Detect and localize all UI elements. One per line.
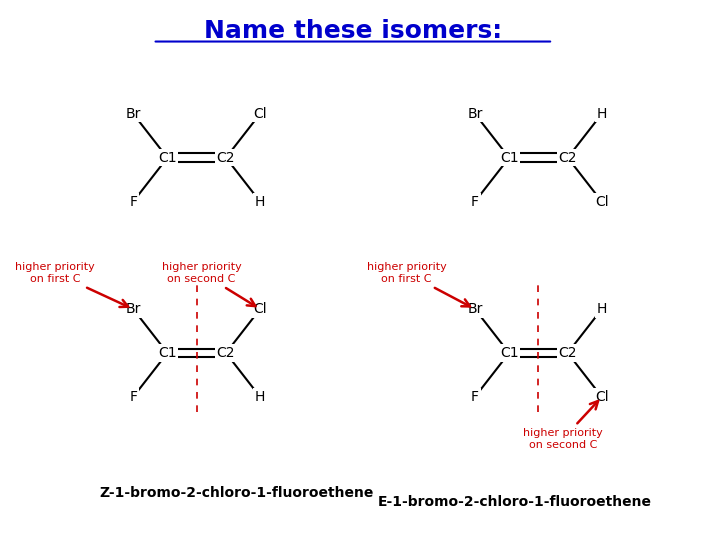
Text: C2: C2 bbox=[217, 346, 235, 360]
Text: C2: C2 bbox=[559, 346, 577, 360]
Text: Br: Br bbox=[467, 107, 482, 121]
Text: C1: C1 bbox=[500, 346, 518, 360]
Text: H: H bbox=[255, 194, 265, 208]
Text: C2: C2 bbox=[217, 151, 235, 165]
Text: Z-1-bromo-2-chloro-1-fluoroethene: Z-1-bromo-2-chloro-1-fluoroethene bbox=[99, 485, 374, 500]
Text: higher priority
on first C: higher priority on first C bbox=[366, 262, 470, 307]
Text: C1: C1 bbox=[500, 151, 518, 165]
Text: higher priority
on first C: higher priority on first C bbox=[15, 262, 128, 307]
Text: E-1-bromo-2-chloro-1-fluoroethene: E-1-bromo-2-chloro-1-fluoroethene bbox=[377, 495, 652, 509]
Text: Cl: Cl bbox=[253, 302, 267, 316]
Text: F: F bbox=[471, 194, 479, 208]
Text: F: F bbox=[129, 194, 138, 208]
Text: C1: C1 bbox=[158, 346, 176, 360]
Text: Cl: Cl bbox=[595, 390, 608, 404]
Text: H: H bbox=[597, 302, 607, 316]
Text: Name these isomers:: Name these isomers: bbox=[204, 19, 502, 43]
Text: C1: C1 bbox=[158, 151, 176, 165]
Text: Br: Br bbox=[125, 107, 141, 121]
Text: F: F bbox=[471, 390, 479, 404]
Text: Cl: Cl bbox=[253, 107, 267, 121]
Text: C2: C2 bbox=[559, 151, 577, 165]
Text: higher priority
on second C: higher priority on second C bbox=[162, 262, 256, 306]
Text: Br: Br bbox=[125, 302, 141, 316]
Text: F: F bbox=[129, 390, 138, 404]
Text: Cl: Cl bbox=[595, 194, 608, 208]
Text: H: H bbox=[255, 390, 265, 404]
Text: H: H bbox=[597, 107, 607, 121]
Text: higher priority
on second C: higher priority on second C bbox=[523, 401, 603, 450]
Text: Br: Br bbox=[467, 302, 482, 316]
